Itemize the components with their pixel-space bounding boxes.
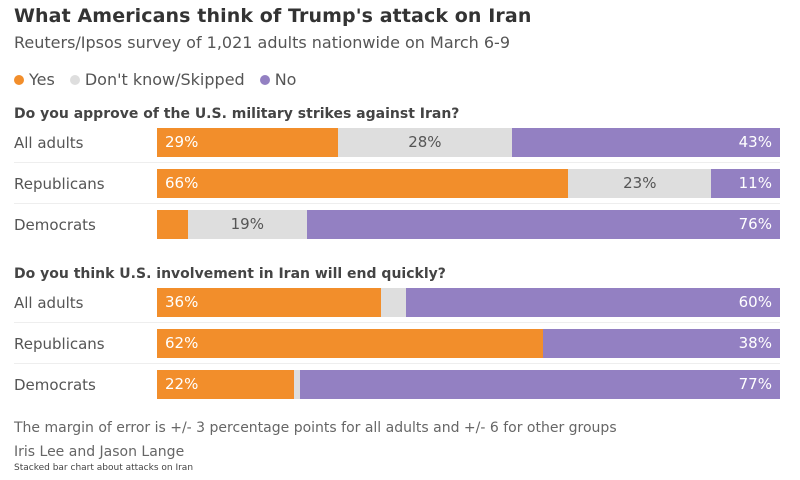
legend: Yes Don't know/Skipped No (14, 70, 311, 89)
data-label: 22% (165, 375, 199, 393)
row-label: Republicans (14, 335, 105, 353)
legend-item-yes: Yes (14, 70, 55, 89)
question-1: Do you approve of the U.S. military stri… (14, 106, 460, 122)
data-label: 36% (165, 293, 199, 311)
stacked-bar: 62% 38% (157, 329, 780, 358)
bar-segment-dont-know: 28% (337, 128, 513, 157)
legend-item-no: No (259, 70, 297, 89)
data-label: 29% (165, 133, 199, 151)
bar-segment-yes: 22% (157, 370, 295, 399)
margin-of-error-note: The margin of error is +/- 3 percentage … (14, 420, 617, 436)
legend-label-dont-know: Don't know/Skipped (84, 70, 245, 89)
byline: Iris Lee and Jason Lange (14, 444, 185, 460)
data-label: 19% (230, 215, 264, 233)
legend-dot-yes-icon (14, 74, 24, 85)
bar-segment-no: 11% (711, 169, 780, 198)
row-label: All adults (14, 134, 84, 152)
bar-segment-no: 60% (406, 288, 780, 317)
data-label: 38% (738, 334, 772, 352)
bar-segment-yes: 29% (157, 128, 338, 157)
chart-title: What Americans think of Trump's attack o… (14, 5, 532, 27)
bar-segment-no: 43% (512, 128, 780, 157)
legend-item-dont-know: Don't know/Skipped (69, 70, 245, 89)
bar-segment-dont-know: 23% (568, 169, 712, 198)
data-label: 76% (738, 215, 772, 233)
bar-segment-yes: 36% (157, 288, 382, 317)
bar-segment-yes: 66% (157, 169, 569, 198)
bar-segment-no: 38% (543, 329, 780, 358)
legend-label-no: No (274, 70, 297, 89)
data-label: 62% (165, 334, 199, 352)
row-label: Republicans (14, 175, 105, 193)
data-label: 28% (408, 133, 442, 151)
bar-segment-yes: 62% (157, 329, 544, 358)
row-divider (14, 162, 780, 163)
stacked-bar: 22% 77% (157, 370, 780, 399)
stacked-bar: 29% 28% 43% (157, 128, 780, 157)
data-label: 11% (738, 174, 772, 192)
bar-segment-dont-know (381, 288, 407, 317)
data-label: 66% (165, 174, 199, 192)
data-label: 43% (738, 133, 772, 151)
row-divider (14, 203, 780, 204)
row-label: Democrats (14, 216, 96, 234)
bar-segment-no: 76% (306, 210, 780, 239)
question-2: Do you think U.S. involvement in Iran wi… (14, 266, 446, 282)
stacked-bar: 66% 23% 11% (157, 169, 780, 198)
row-label: All adults (14, 294, 84, 312)
data-label: 60% (738, 293, 772, 311)
data-label: 23% (623, 174, 657, 192)
chart-caption: Stacked bar chart about attacks on Iran (14, 463, 194, 473)
stacked-bar: 19% 76% (157, 210, 780, 239)
data-label: 77% (738, 375, 772, 393)
row-label: Democrats (14, 376, 96, 394)
bar-segment-no: 77% (300, 370, 780, 399)
legend-dot-dont-know-icon (69, 74, 80, 85)
legend-dot-no-icon (259, 74, 270, 85)
bar-segment-yes (157, 210, 189, 239)
bar-segment-dont-know (294, 370, 301, 399)
stacked-bar: 36% 60% (157, 288, 780, 317)
row-divider (14, 363, 780, 364)
chart-subtitle: Reuters/Ipsos survey of 1,021 adults nat… (14, 33, 511, 52)
row-divider (14, 322, 780, 323)
legend-label-yes: Yes (29, 70, 55, 89)
bar-segment-dont-know: 19% (188, 210, 307, 239)
